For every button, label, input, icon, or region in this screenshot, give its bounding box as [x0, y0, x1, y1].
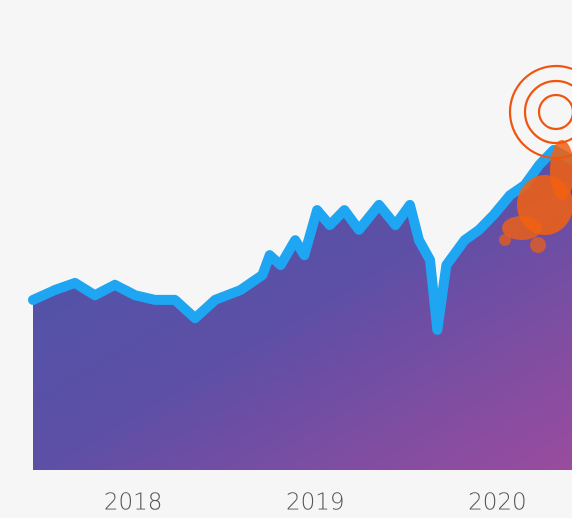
plot-area — [28, 144, 572, 470]
highlight-rings — [508, 64, 572, 160]
x-tick-label: 2019 — [286, 490, 345, 516]
line — [28, 144, 572, 335]
highlight-splatter — [499, 140, 572, 253]
x-tick-label: 2018 — [104, 490, 163, 516]
area — [33, 149, 572, 470]
x-tick-label: 2020 — [468, 490, 527, 516]
